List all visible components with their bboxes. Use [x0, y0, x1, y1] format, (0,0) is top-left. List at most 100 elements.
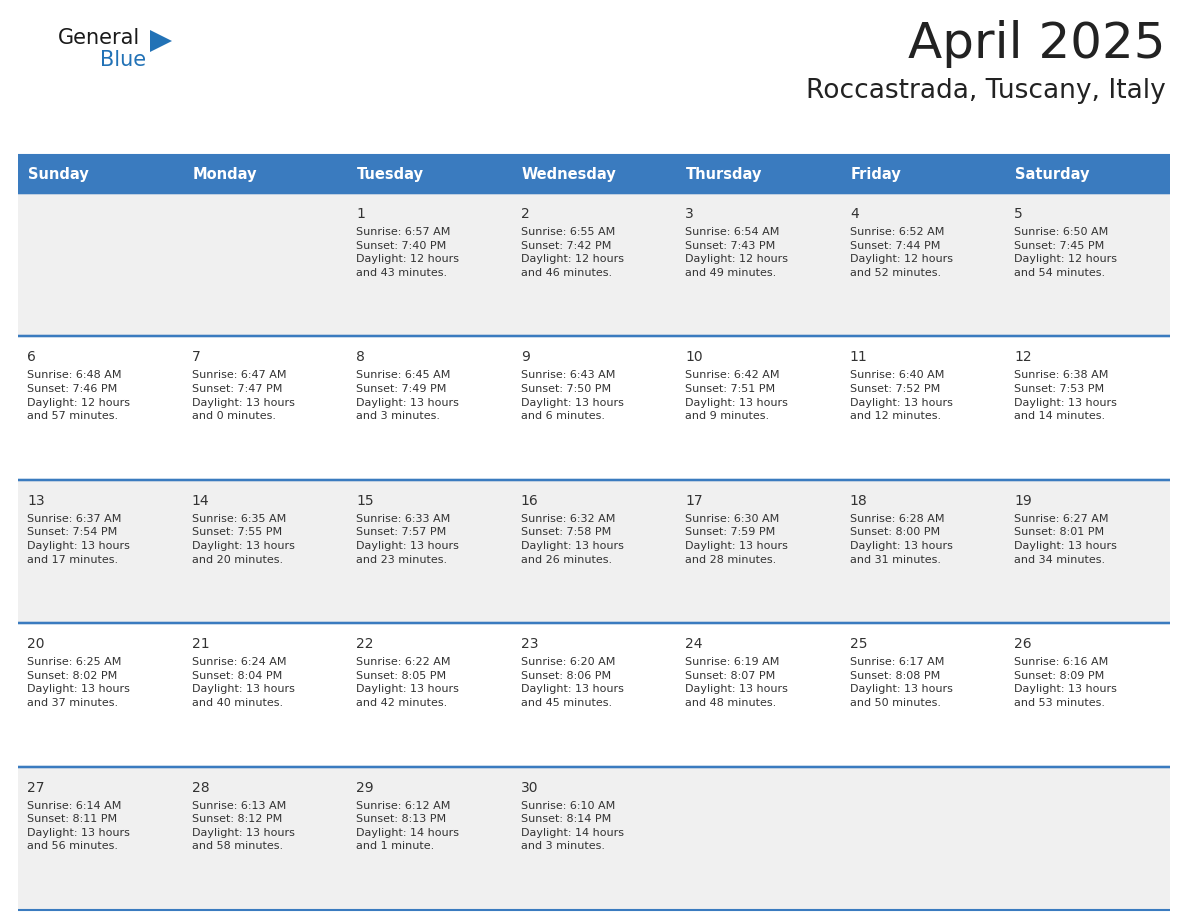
- Text: 15: 15: [356, 494, 374, 508]
- Text: Sunrise: 6:37 AM
Sunset: 7:54 PM
Daylight: 13 hours
and 17 minutes.: Sunrise: 6:37 AM Sunset: 7:54 PM Dayligh…: [27, 514, 129, 565]
- Text: Sunrise: 6:12 AM
Sunset: 8:13 PM
Daylight: 14 hours
and 1 minute.: Sunrise: 6:12 AM Sunset: 8:13 PM Dayligh…: [356, 800, 459, 851]
- Text: 6: 6: [27, 351, 36, 364]
- Text: Sunrise: 6:14 AM
Sunset: 8:11 PM
Daylight: 13 hours
and 56 minutes.: Sunrise: 6:14 AM Sunset: 8:11 PM Dayligh…: [27, 800, 129, 851]
- Bar: [18, 623, 183, 767]
- Text: Sunrise: 6:54 AM
Sunset: 7:43 PM
Daylight: 12 hours
and 49 minutes.: Sunrise: 6:54 AM Sunset: 7:43 PM Dayligh…: [685, 227, 789, 278]
- Text: 14: 14: [191, 494, 209, 508]
- Text: 19: 19: [1015, 494, 1032, 508]
- Text: Sunrise: 6:25 AM
Sunset: 8:02 PM
Daylight: 13 hours
and 37 minutes.: Sunrise: 6:25 AM Sunset: 8:02 PM Dayligh…: [27, 657, 129, 708]
- Text: Monday: Monday: [192, 166, 257, 182]
- Text: Sunrise: 6:19 AM
Sunset: 8:07 PM
Daylight: 13 hours
and 48 minutes.: Sunrise: 6:19 AM Sunset: 8:07 PM Dayligh…: [685, 657, 788, 708]
- Bar: [512, 767, 676, 910]
- Bar: [841, 193, 1005, 336]
- Text: 10: 10: [685, 351, 703, 364]
- Bar: [183, 623, 347, 767]
- Bar: [676, 193, 841, 336]
- Text: 17: 17: [685, 494, 703, 508]
- Text: Sunrise: 6:24 AM
Sunset: 8:04 PM
Daylight: 13 hours
and 40 minutes.: Sunrise: 6:24 AM Sunset: 8:04 PM Dayligh…: [191, 657, 295, 708]
- Bar: [347, 155, 512, 193]
- Text: 1: 1: [356, 207, 365, 221]
- Bar: [183, 193, 347, 336]
- Text: Blue: Blue: [100, 50, 146, 70]
- Text: Sunrise: 6:35 AM
Sunset: 7:55 PM
Daylight: 13 hours
and 20 minutes.: Sunrise: 6:35 AM Sunset: 7:55 PM Dayligh…: [191, 514, 295, 565]
- Text: 29: 29: [356, 780, 374, 795]
- Text: Roccastrada, Tuscany, Italy: Roccastrada, Tuscany, Italy: [807, 78, 1165, 104]
- Bar: [1005, 336, 1170, 480]
- Text: Wednesday: Wednesday: [522, 166, 617, 182]
- Bar: [347, 193, 512, 336]
- Text: Sunrise: 6:40 AM
Sunset: 7:52 PM
Daylight: 13 hours
and 12 minutes.: Sunrise: 6:40 AM Sunset: 7:52 PM Dayligh…: [849, 370, 953, 421]
- Bar: [841, 623, 1005, 767]
- Text: Sunrise: 6:47 AM
Sunset: 7:47 PM
Daylight: 13 hours
and 0 minutes.: Sunrise: 6:47 AM Sunset: 7:47 PM Dayligh…: [191, 370, 295, 421]
- Text: Sunrise: 6:45 AM
Sunset: 7:49 PM
Daylight: 13 hours
and 3 minutes.: Sunrise: 6:45 AM Sunset: 7:49 PM Dayligh…: [356, 370, 459, 421]
- Bar: [676, 480, 841, 623]
- Text: April 2025: April 2025: [909, 20, 1165, 68]
- Text: Sunrise: 6:43 AM
Sunset: 7:50 PM
Daylight: 13 hours
and 6 minutes.: Sunrise: 6:43 AM Sunset: 7:50 PM Dayligh…: [520, 370, 624, 421]
- Bar: [1005, 193, 1170, 336]
- Bar: [841, 155, 1005, 193]
- Bar: [347, 767, 512, 910]
- Bar: [512, 193, 676, 336]
- Bar: [841, 480, 1005, 623]
- Text: 27: 27: [27, 780, 44, 795]
- Bar: [1005, 480, 1170, 623]
- Bar: [18, 193, 183, 336]
- Bar: [841, 767, 1005, 910]
- Polygon shape: [150, 30, 172, 52]
- Text: Sunrise: 6:50 AM
Sunset: 7:45 PM
Daylight: 12 hours
and 54 minutes.: Sunrise: 6:50 AM Sunset: 7:45 PM Dayligh…: [1015, 227, 1118, 278]
- Bar: [18, 155, 183, 193]
- Text: 8: 8: [356, 351, 365, 364]
- Text: 16: 16: [520, 494, 538, 508]
- Text: Friday: Friday: [851, 166, 902, 182]
- Text: 25: 25: [849, 637, 867, 651]
- Bar: [1005, 623, 1170, 767]
- Text: Sunrise: 6:27 AM
Sunset: 8:01 PM
Daylight: 13 hours
and 34 minutes.: Sunrise: 6:27 AM Sunset: 8:01 PM Dayligh…: [1015, 514, 1117, 565]
- Text: Sunrise: 6:10 AM
Sunset: 8:14 PM
Daylight: 14 hours
and 3 minutes.: Sunrise: 6:10 AM Sunset: 8:14 PM Dayligh…: [520, 800, 624, 851]
- Text: Sunrise: 6:55 AM
Sunset: 7:42 PM
Daylight: 12 hours
and 46 minutes.: Sunrise: 6:55 AM Sunset: 7:42 PM Dayligh…: [520, 227, 624, 278]
- Text: 3: 3: [685, 207, 694, 221]
- Text: Sunrise: 6:20 AM
Sunset: 8:06 PM
Daylight: 13 hours
and 45 minutes.: Sunrise: 6:20 AM Sunset: 8:06 PM Dayligh…: [520, 657, 624, 708]
- Text: Sunrise: 6:33 AM
Sunset: 7:57 PM
Daylight: 13 hours
and 23 minutes.: Sunrise: 6:33 AM Sunset: 7:57 PM Dayligh…: [356, 514, 459, 565]
- Text: 7: 7: [191, 351, 201, 364]
- Text: Sunrise: 6:32 AM
Sunset: 7:58 PM
Daylight: 13 hours
and 26 minutes.: Sunrise: 6:32 AM Sunset: 7:58 PM Dayligh…: [520, 514, 624, 565]
- Bar: [512, 155, 676, 193]
- Text: Sunrise: 6:28 AM
Sunset: 8:00 PM
Daylight: 13 hours
and 31 minutes.: Sunrise: 6:28 AM Sunset: 8:00 PM Dayligh…: [849, 514, 953, 565]
- Bar: [347, 623, 512, 767]
- Text: 5: 5: [1015, 207, 1023, 221]
- Text: 12: 12: [1015, 351, 1032, 364]
- Bar: [512, 623, 676, 767]
- Text: Sunday: Sunday: [29, 166, 89, 182]
- Text: Saturday: Saturday: [1016, 166, 1089, 182]
- Bar: [676, 155, 841, 193]
- Text: 21: 21: [191, 637, 209, 651]
- Bar: [841, 336, 1005, 480]
- Text: Sunrise: 6:38 AM
Sunset: 7:53 PM
Daylight: 13 hours
and 14 minutes.: Sunrise: 6:38 AM Sunset: 7:53 PM Dayligh…: [1015, 370, 1117, 421]
- Text: 24: 24: [685, 637, 703, 651]
- Text: Sunrise: 6:17 AM
Sunset: 8:08 PM
Daylight: 13 hours
and 50 minutes.: Sunrise: 6:17 AM Sunset: 8:08 PM Dayligh…: [849, 657, 953, 708]
- Text: Thursday: Thursday: [687, 166, 763, 182]
- Bar: [183, 336, 347, 480]
- Text: Sunrise: 6:57 AM
Sunset: 7:40 PM
Daylight: 12 hours
and 43 minutes.: Sunrise: 6:57 AM Sunset: 7:40 PM Dayligh…: [356, 227, 459, 278]
- Text: 9: 9: [520, 351, 530, 364]
- Bar: [347, 480, 512, 623]
- Text: Sunrise: 6:48 AM
Sunset: 7:46 PM
Daylight: 12 hours
and 57 minutes.: Sunrise: 6:48 AM Sunset: 7:46 PM Dayligh…: [27, 370, 129, 421]
- Bar: [512, 336, 676, 480]
- Bar: [676, 336, 841, 480]
- Text: Tuesday: Tuesday: [358, 166, 424, 182]
- Bar: [512, 480, 676, 623]
- Bar: [183, 767, 347, 910]
- Text: 28: 28: [191, 780, 209, 795]
- Bar: [676, 767, 841, 910]
- Text: 23: 23: [520, 637, 538, 651]
- Text: Sunrise: 6:22 AM
Sunset: 8:05 PM
Daylight: 13 hours
and 42 minutes.: Sunrise: 6:22 AM Sunset: 8:05 PM Dayligh…: [356, 657, 459, 708]
- Bar: [18, 767, 183, 910]
- Bar: [18, 336, 183, 480]
- Bar: [183, 155, 347, 193]
- Text: 2: 2: [520, 207, 530, 221]
- Text: Sunrise: 6:30 AM
Sunset: 7:59 PM
Daylight: 13 hours
and 28 minutes.: Sunrise: 6:30 AM Sunset: 7:59 PM Dayligh…: [685, 514, 788, 565]
- Text: 20: 20: [27, 637, 44, 651]
- Bar: [183, 480, 347, 623]
- Text: Sunrise: 6:42 AM
Sunset: 7:51 PM
Daylight: 13 hours
and 9 minutes.: Sunrise: 6:42 AM Sunset: 7:51 PM Dayligh…: [685, 370, 788, 421]
- Bar: [676, 623, 841, 767]
- Text: Sunrise: 6:13 AM
Sunset: 8:12 PM
Daylight: 13 hours
and 58 minutes.: Sunrise: 6:13 AM Sunset: 8:12 PM Dayligh…: [191, 800, 295, 851]
